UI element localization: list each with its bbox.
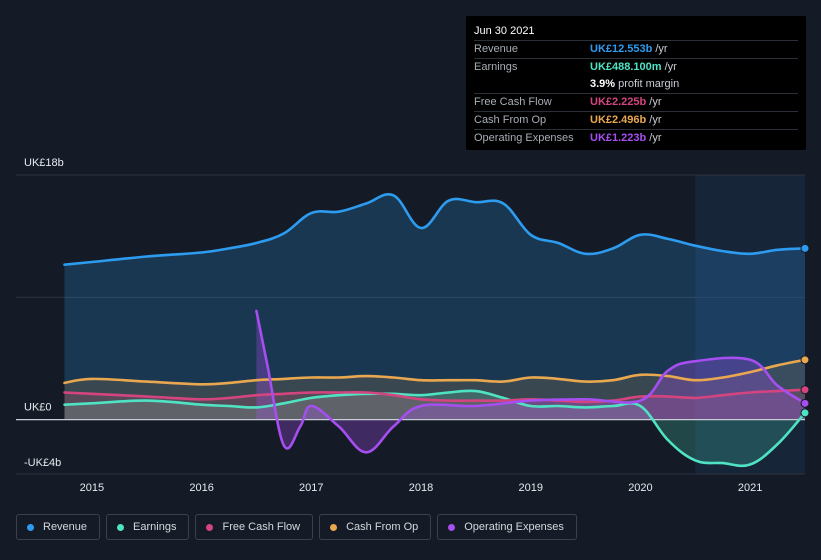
y-tick-label: UK£0 <box>24 402 52 414</box>
x-tick-label: 2015 <box>80 482 104 494</box>
legend-label: Operating Expenses <box>464 521 564 533</box>
legend-label: Free Cash Flow <box>222 521 301 533</box>
legend-item-earnings[interactable]: Earnings <box>106 514 190 540</box>
y-tick-label: UK£18b <box>24 157 64 169</box>
tooltip-label: Cash From Op <box>474 114 547 126</box>
end-dot-revenue <box>800 243 810 253</box>
tooltip-unit: /yr <box>649 96 662 108</box>
legend-dot-icon <box>117 523 125 531</box>
x-tick-label: 2016 <box>189 482 213 494</box>
tooltip-row: Revenue UK£12.553b/yr <box>474 40 798 57</box>
area-earnings <box>64 390 805 466</box>
tooltip-value: UK£488.100m <box>590 61 662 73</box>
tooltip-label: Free Cash Flow <box>474 96 552 108</box>
end-dot-cfo <box>800 355 810 365</box>
legend-dot-icon <box>27 523 34 531</box>
tooltip-unit: /yr <box>649 132 662 144</box>
tooltip-value: UK£12.553b <box>590 43 653 55</box>
tooltip-row: Operating Expenses UK£1.223b/yr <box>474 129 798 146</box>
legend-item-fcf[interactable]: Free Cash Flow <box>195 514 314 540</box>
legend-dot-icon <box>206 523 214 531</box>
legend-item-cfo[interactable]: Cash From Op <box>319 514 432 540</box>
tooltip-row: Free Cash Flow UK£2.225b/yr <box>474 93 798 110</box>
legend-item-opex[interactable]: Operating Expenses <box>437 514 577 540</box>
end-dot-fcf <box>800 385 810 395</box>
tooltip-row: Cash From Op UK£2.496b/yr <box>474 111 798 128</box>
tooltip: Jun 30 2021 Revenue UK£12.553b/yr Earnings… <box>466 16 806 150</box>
x-tick-label: 2018 <box>409 482 433 494</box>
tooltip-value: UK£1.223b <box>590 132 647 144</box>
tooltip-unit: /yr <box>655 43 668 55</box>
end-dot-opex <box>800 398 810 408</box>
tooltip-label: Operating Expenses <box>474 132 574 144</box>
line-cfo <box>63 358 807 386</box>
line-revenue <box>63 193 807 266</box>
x-tick-label: 2021 <box>738 482 762 494</box>
tooltip-unit: /yr <box>664 61 677 73</box>
tooltip-row: 3.9% profit margin <box>474 76 798 92</box>
y-tick-label: -UK£4b <box>24 457 61 469</box>
legend-label: Cash From Op <box>346 521 419 533</box>
tooltip-unit: profit margin <box>618 78 680 90</box>
area-opex <box>256 310 805 453</box>
tooltip-value: UK£2.496b <box>590 114 647 126</box>
tooltip-label: Revenue <box>474 43 519 55</box>
tooltip-label: Earnings <box>474 61 518 73</box>
legend-label: Revenue <box>43 521 88 533</box>
legend-item-revenue[interactable]: Revenue <box>16 514 101 540</box>
tooltip-date: Jun 30 2021 <box>474 25 535 37</box>
tooltip-unit: /yr <box>649 114 662 126</box>
legend-label: Earnings <box>133 521 177 533</box>
legend-dot-icon <box>448 523 456 531</box>
x-tick-label: 2020 <box>628 482 652 494</box>
end-dot-earnings <box>800 408 810 418</box>
legend-dot-icon <box>330 523 338 531</box>
tooltip-label <box>474 76 590 92</box>
area-revenue <box>64 194 805 420</box>
line-earnings <box>63 389 807 468</box>
line-fcf <box>63 388 807 404</box>
tooltip-value: UK£2.225b <box>590 96 647 108</box>
tooltip-row: Earnings UK£488.100m/yr <box>474 58 798 75</box>
tooltip-value: 3.9% <box>590 78 616 90</box>
forecast-band <box>695 175 805 474</box>
x-tick-label: 2019 <box>518 482 542 494</box>
line-opex <box>255 309 807 454</box>
x-tick-label: 2017 <box>299 482 323 494</box>
legend: Revenue Earnings Free Cash Flow Cash From O… <box>16 514 577 540</box>
